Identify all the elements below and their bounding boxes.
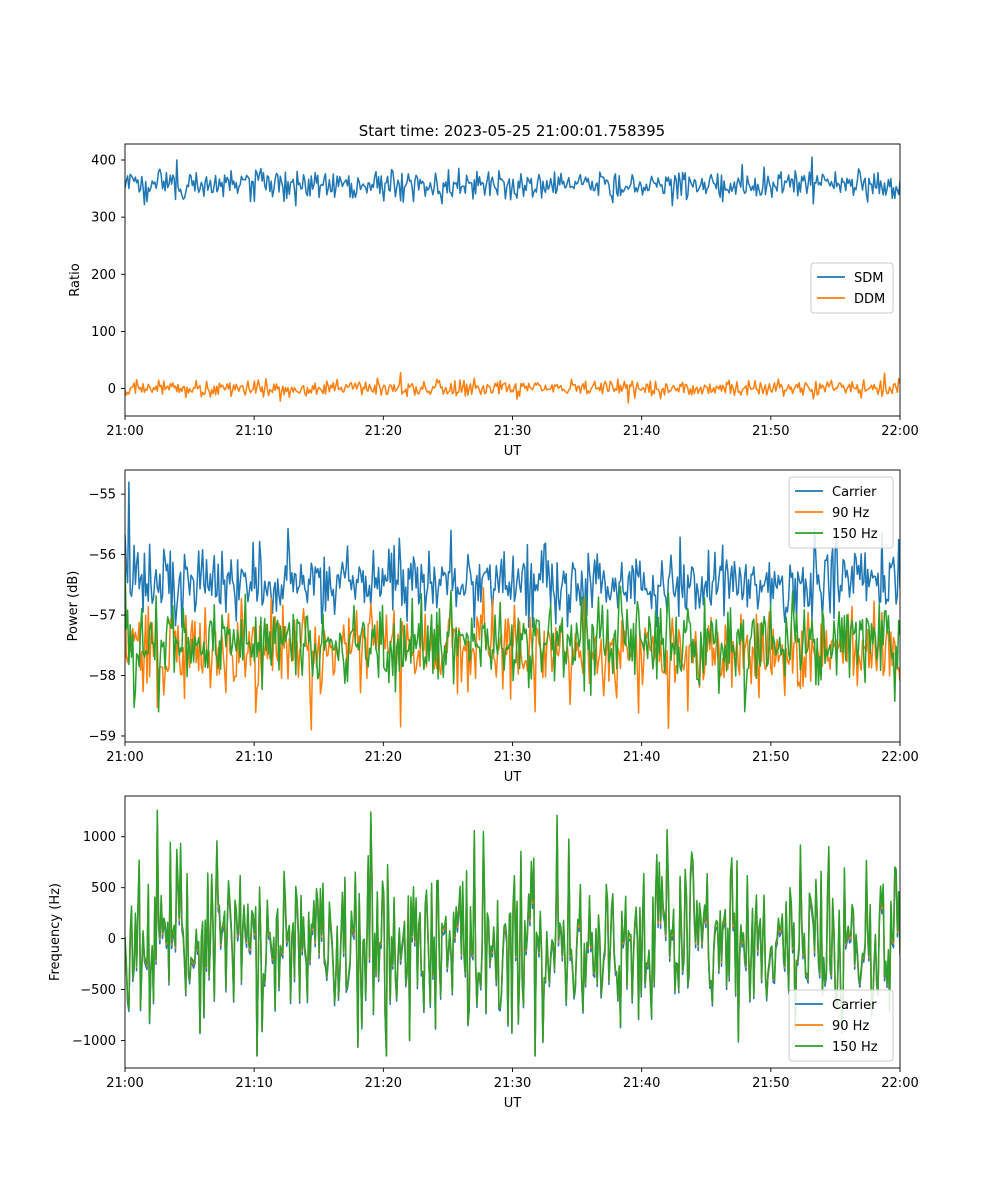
legend-label: DDM xyxy=(854,292,885,307)
x-axis-label: UT xyxy=(504,1096,522,1111)
x-tick-label: 21:00 xyxy=(106,750,143,765)
y-tick-label: 400 xyxy=(91,154,116,169)
y-tick-label: 0 xyxy=(108,932,116,947)
y-tick-label: −57 xyxy=(89,609,116,624)
y-axis-label: Power (dB) xyxy=(66,571,81,642)
legend: Carrier 90 Hz 150 Hz xyxy=(788,989,894,1062)
x-tick-label: 22:00 xyxy=(881,1076,918,1091)
y-tick-label: 200 xyxy=(91,268,116,283)
y-tick-label: −55 xyxy=(89,488,116,503)
legend: SDM DDM xyxy=(810,262,894,314)
legend-box xyxy=(788,989,894,1062)
series-line-ddm xyxy=(125,371,900,404)
legend-box xyxy=(788,476,894,549)
x-tick-label: 21:30 xyxy=(494,1076,531,1091)
legend-box xyxy=(810,262,894,314)
y-tick-label: −56 xyxy=(89,548,116,563)
x-tick-label: 21:50 xyxy=(752,750,789,765)
y-tick-label: 100 xyxy=(91,325,116,340)
series-lines xyxy=(125,156,900,404)
figure-title: Start time: 2023-05-25 21:00:01.758395 xyxy=(359,122,665,140)
legend-label: Carrier xyxy=(832,998,877,1013)
series-line-carrier xyxy=(125,481,900,628)
legend-label: 150 Hz xyxy=(832,1040,878,1055)
x-tick-label: 21:20 xyxy=(365,424,402,439)
y-tick-label: 1000 xyxy=(83,830,116,845)
ratio-panel: 21:00 21:10 21:20 21:30 21:40 21:50 22:00 0 100 2… xyxy=(68,143,919,459)
legend-label: 90 Hz xyxy=(832,506,869,521)
x-tick-label: 21:20 xyxy=(365,1076,402,1091)
x-tick-label: 21:30 xyxy=(494,750,531,765)
x-axis-label: UT xyxy=(504,770,522,785)
x-tick-label: 21:40 xyxy=(623,424,660,439)
legend-label: SDM xyxy=(854,271,883,286)
y-tick-label: 500 xyxy=(91,881,116,896)
legend-label: 150 Hz xyxy=(832,527,878,542)
x-tick-label: 21:20 xyxy=(365,750,402,765)
x-tick-label: 22:00 xyxy=(881,424,918,439)
y-tick-label: 300 xyxy=(91,211,116,226)
x-tick-label: 21:40 xyxy=(623,750,660,765)
x-tick-label: 21:10 xyxy=(235,750,272,765)
x-tick-label: 21:00 xyxy=(106,1076,143,1091)
legend-label: 90 Hz xyxy=(832,1019,869,1034)
series-line-sdm xyxy=(125,156,900,207)
y-tick-label: −1000 xyxy=(72,1034,116,1049)
series-lines xyxy=(125,809,900,1057)
y-axis-label: Frequency (Hz) xyxy=(48,883,63,981)
x-axis-label: UT xyxy=(504,444,522,459)
series-line-150-hz xyxy=(125,566,900,713)
x-tick-label: 21:10 xyxy=(235,1076,272,1091)
x-tick-label: 21:40 xyxy=(623,1076,660,1091)
legend-label: Carrier xyxy=(832,485,877,500)
x-tick-label: 21:30 xyxy=(494,424,531,439)
y-axis-label: Ratio xyxy=(68,263,83,296)
x-tick-label: 22:00 xyxy=(881,750,918,765)
x-tick-label: 21:50 xyxy=(752,424,789,439)
series-line-150-hz xyxy=(125,809,900,1057)
power-panel: 21:00 21:10 21:20 21:30 21:40 21:50 22:00 −59 −5… xyxy=(66,469,919,785)
series-lines xyxy=(125,481,900,731)
x-tick-label: 21:50 xyxy=(752,1076,789,1091)
x-tick-label: 21:00 xyxy=(106,424,143,439)
y-tick-label: −59 xyxy=(89,729,116,744)
legend: Carrier 90 Hz 150 Hz xyxy=(788,476,894,549)
y-tick-label: −58 xyxy=(89,669,116,684)
frequency-panel: 21:00 21:10 21:20 21:30 21:40 21:50 22:00 −1000… xyxy=(48,795,919,1111)
x-tick-label: 21:10 xyxy=(235,424,272,439)
y-tick-label: 0 xyxy=(108,382,116,397)
y-tick-label: −500 xyxy=(80,983,116,998)
